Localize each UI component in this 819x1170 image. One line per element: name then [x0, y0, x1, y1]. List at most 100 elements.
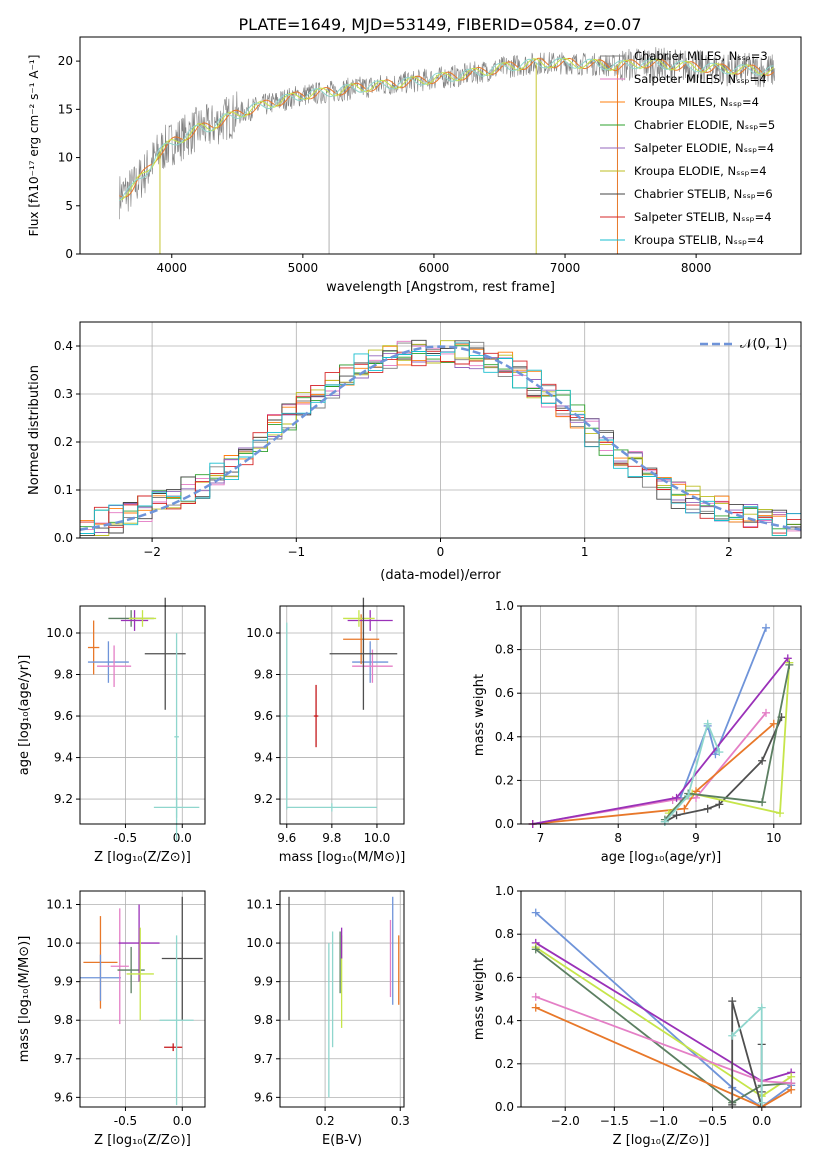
spectrum-panel: 4000 5000 6000 7000 8000 0 5 10 15 20 wavelength [… [27, 36, 802, 295]
data-point-marker [672, 793, 681, 802]
legend-label: Kroupa ELODIE, Nₛₛₚ=4 [634, 164, 767, 178]
x-tick-label: 4000 [156, 261, 187, 275]
x-tick-label: 8 [614, 831, 622, 845]
y-tick-label: 10.1 [46, 898, 73, 912]
x-tick-label: −2 [143, 545, 161, 559]
legend-label: Chabrier STELIB, Nₛₛₚ=6 [634, 187, 773, 201]
y-tick-label: 9.8 [54, 1013, 73, 1027]
mass-weight-series [664, 720, 721, 823]
y-axis-label: mass [log₁₀(M/M⊙)] [17, 936, 32, 1063]
y-tick-label: 9.7 [254, 1052, 273, 1066]
x-axis-label: wavelength [Angstrom, rest frame] [326, 280, 555, 295]
data-point-marker [762, 623, 770, 632]
x-axis-label: Z [log₁₀(Z/Z⊙)] [613, 1133, 710, 1148]
x-tick-label: 9.6 [277, 831, 296, 845]
data-point-marker [728, 1031, 737, 1040]
x-tick-label: 1 [581, 545, 589, 559]
y-tick-label: 0.4 [54, 339, 73, 353]
data-point-marker [787, 1085, 796, 1094]
y-tick-label: 0 [65, 247, 73, 261]
x-tick-label: 0.0 [173, 831, 192, 845]
mass-weight-series [535, 948, 792, 1104]
data-point-marker [757, 1098, 766, 1107]
massweight-vs-age-panel: 7 8 9 10 0.0 0.2 0.4 0.6 0.8 1.0 age [log₁₀(age/yr… [472, 599, 802, 865]
y-tick-label: 1.0 [495, 599, 514, 613]
mass-vs-ebv-panel: 0.2 0.3 9.6 9.7 9.8 9.9 10.0 10.1 E(B-V) [246, 890, 410, 1148]
data-point-marker [531, 908, 540, 917]
y-tick-label: 9.9 [254, 975, 273, 989]
legend-label: Kroupa MILES, Nₛₛₚ=4 [634, 95, 759, 109]
x-tick-label: 9 [692, 831, 700, 845]
x-tick-label: 0 [437, 545, 445, 559]
axes-frame [279, 605, 405, 825]
axes-frame [79, 890, 206, 1108]
y-tick-label: 5 [65, 199, 73, 213]
y-tick-label: 0.2 [495, 773, 514, 787]
x-axis-label: mass [log₁₀(M/M⊙)] [279, 850, 406, 865]
y-tick-label: 9.9 [54, 975, 73, 989]
y-tick-label: 0.4 [495, 730, 514, 744]
y-tick-label: 10 [58, 151, 73, 165]
y-tick-label: 10.1 [246, 898, 273, 912]
mass-weight-series [535, 911, 792, 1109]
legend-label: Salpeter MILES, Nₛₛₚ=4 [634, 72, 767, 86]
x-tick-label: 0.0 [173, 1114, 192, 1128]
x-axis-label: Z [log₁₀(Z/Z⊙)] [94, 850, 191, 865]
mass-vs-z-panel: -0.5 0.0 9.6 9.7 9.8 9.9 10.0 10.1 Z [log₁₀(Z/Z⊙… [17, 890, 206, 1148]
data-point-marker [785, 660, 794, 669]
x-axis-label: (data-model)/error [380, 568, 501, 583]
y-tick-label: 0.2 [54, 435, 73, 449]
y-tick-label: 9.7 [54, 1052, 73, 1066]
x-tick-label: −1.0 [649, 1114, 678, 1128]
massweight-vs-z-panel: −2.0 −1.5 −1.0 −0.5 0.0 0.0 0.2 0.4 0.6 0.8 1.0 Z [… [472, 884, 802, 1148]
legend-label: Salpeter STELIB, Nₛₛₚ=4 [634, 210, 772, 224]
data-point-marker [531, 992, 540, 1001]
data-point-marker [531, 1003, 540, 1012]
histogram-series [80, 342, 801, 537]
y-tick-label: 0.6 [495, 686, 514, 700]
x-tick-label: −0.5 [698, 1114, 727, 1128]
y-tick-label: 0.0 [495, 817, 514, 831]
legend-label: Chabrier MILES, Nₛₛₚ=3 [634, 49, 768, 63]
residuals-panel: −2 −1 0 1 2 0.0 0.1 0.2 0.3 0.4 (data-model)/error… [27, 321, 802, 583]
y-tick-label: 0.8 [495, 643, 514, 657]
mass-weight-series [532, 627, 767, 825]
y-tick-label: 20 [58, 54, 73, 68]
x-tick-label: 9.8 [322, 831, 341, 845]
x-axis-label: age [log₁₀(age/yr)] [601, 850, 722, 865]
y-tick-label: 0.3 [54, 387, 73, 401]
x-tick-label: 2 [725, 545, 733, 559]
y-tick-label: 10.0 [46, 936, 73, 950]
y-tick-label: 10.0 [246, 936, 273, 950]
y-axis-label: Normed distribution [27, 365, 42, 495]
data-point-marker [531, 945, 540, 954]
data-point-marker [703, 804, 712, 813]
x-tick-label: -0.5 [114, 831, 137, 845]
data-point-marker [728, 997, 737, 1006]
x-axis-label: Z [log₁₀(Z/Z⊙)] [94, 1133, 191, 1148]
model-spectrum [119, 57, 775, 201]
data-point-marker [728, 1100, 737, 1109]
age-vs-mass-panel: 9.6 9.8 10.0 9.2 9.4 9.6 9.8 10.0 mass [log₁₀(M/… [246, 597, 406, 865]
mass-weight-series [668, 662, 791, 815]
legend-label: Kroupa STELIB, Nₛₛₚ=4 [634, 233, 764, 247]
y-tick-label: 9.8 [254, 1013, 273, 1027]
y-tick-label: 9.6 [254, 709, 273, 723]
y-tick-label: 0.0 [495, 1100, 514, 1114]
y-tick-label: 9.6 [54, 1090, 73, 1104]
x-axis-label: E(B-V) [322, 1133, 362, 1148]
data-point-marker [762, 708, 770, 717]
x-tick-label: 6000 [419, 261, 450, 275]
gaussian-curve [79, 345, 802, 531]
y-axis-label: Flux [fλ10⁻¹⁷ erg cm⁻² s⁻¹ A⁻¹] [27, 55, 41, 237]
x-tick-label: 8000 [681, 261, 712, 275]
data-point-marker [769, 719, 778, 728]
legend-label: Chabrier ELODIE, Nₛₛₚ=5 [634, 118, 775, 132]
y-tick-label: 9.4 [254, 751, 273, 765]
data-point-marker [703, 719, 712, 728]
y-tick-label: 15 [58, 102, 73, 116]
axes-frame [279, 890, 405, 1108]
data-point-marker [758, 756, 767, 765]
data-point-marker [758, 798, 767, 807]
y-tick-label: 0.2 [495, 1057, 514, 1071]
